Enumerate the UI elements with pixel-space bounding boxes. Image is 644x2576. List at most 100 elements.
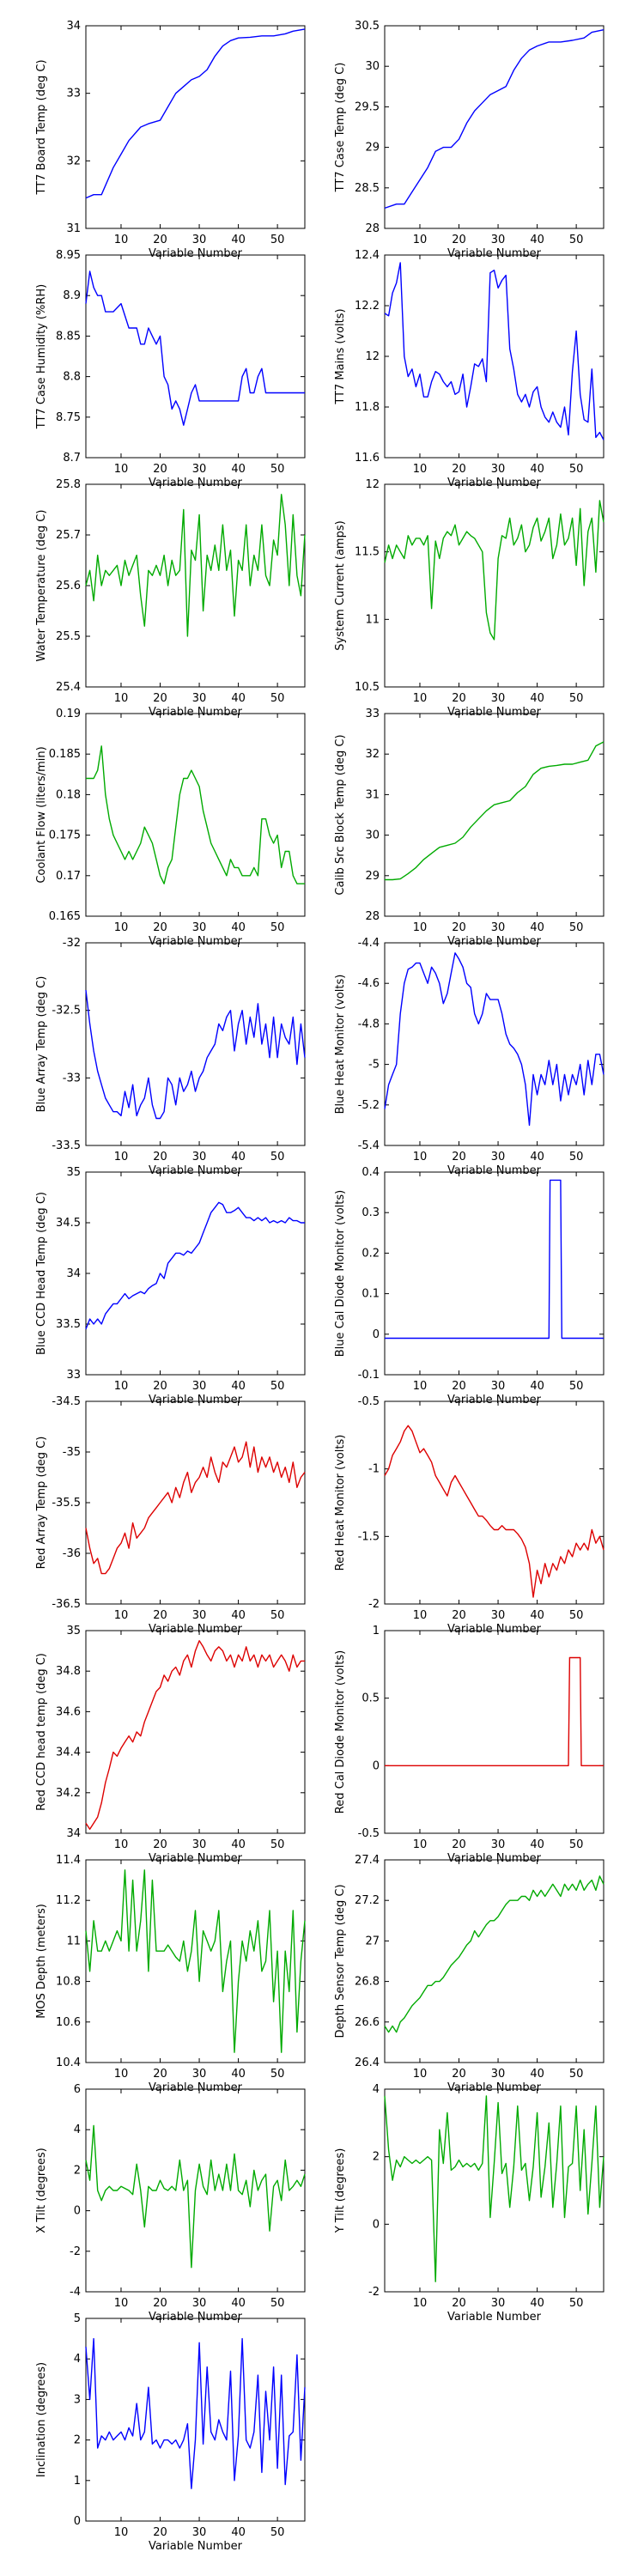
chart-panel-7: 0.165 0.17 0.175 0.18 0.185 0.19 10 20 30 40 50 Var…: [35, 708, 306, 948]
y-tick-label: 0.185: [49, 748, 81, 761]
y-axis-label: Red Cal Diode Monitor (volts): [334, 1650, 347, 1814]
x-tick-label: 40: [231, 2526, 246, 2539]
y-tick-label: 34.8: [56, 1665, 81, 1678]
x-tick-label: 40: [530, 234, 544, 246]
y-tick-label: -5.4: [358, 1139, 380, 1152]
y-tick-label: 1: [373, 1625, 380, 1637]
x-tick-label: 50: [270, 2297, 285, 2310]
y-tick-label: 34.2: [56, 1787, 81, 1800]
x-tick-label: 40: [530, 1151, 544, 1163]
y-tick-label: 25.4: [56, 681, 81, 694]
y-tick-label: 2: [74, 2434, 81, 2447]
x-tick-label: 20: [153, 921, 167, 934]
x-tick-label: 50: [569, 2297, 584, 2310]
x-tick-label: 50: [569, 921, 584, 934]
x-tick-label: 50: [270, 692, 285, 705]
y-tick-label: 1: [74, 2475, 81, 2488]
x-tick-label: 10: [114, 1380, 129, 1393]
x-tick-label: 40: [530, 1838, 544, 1851]
x-tick-label: 40: [231, 921, 246, 934]
y-tick-label: 11.8: [355, 401, 380, 414]
plot-frame: [384, 1630, 605, 1834]
y-tick-label: 30: [365, 829, 380, 842]
x-axis-label: Variable Number: [149, 1623, 243, 1636]
y-tick-label: 31: [66, 222, 81, 235]
y-axis-label: Y Tilt (degrees): [334, 2148, 347, 2234]
x-tick-label: 10: [114, 692, 129, 705]
y-tick-label: 2: [373, 2151, 380, 2164]
x-tick-label: 40: [231, 1838, 246, 1851]
x-tick-label: 30: [491, 921, 506, 934]
x-tick-label: 50: [569, 1151, 584, 1163]
x-tick-label: 50: [270, 1151, 285, 1163]
y-tick-label: 12: [365, 478, 380, 491]
chart-panel-18: 26.4 26.6 26.8 27 27.2 27.4 10 20 30 40 50 Variable…: [334, 1854, 605, 2094]
y-tick-label: 29: [365, 870, 380, 883]
y-tick-label: 25.6: [56, 580, 81, 592]
y-tick-label: -5.2: [358, 1099, 380, 1112]
y-tick-label: -1.5: [358, 1530, 380, 1543]
x-tick-label: 40: [530, 463, 544, 476]
x-tick-label: 10: [413, 2068, 428, 2081]
x-tick-label: 30: [491, 692, 506, 705]
y-tick-label: 28.5: [355, 182, 380, 195]
y-axis-label: X Tilt (degrees): [35, 2148, 48, 2233]
x-tick-label: 40: [231, 1151, 246, 1163]
chart-panel-20: -2 0 2 4 10 20 30 40 50 Variable Number Y Tilt (de…: [334, 2083, 605, 2324]
x-tick-label: 50: [569, 463, 584, 476]
series-line: [85, 2124, 306, 2269]
series-line: [86, 745, 305, 884]
y-tick-label: 12.2: [355, 300, 380, 313]
x-tick-label: 20: [153, 2526, 167, 2539]
x-tick-label: 20: [452, 692, 466, 705]
plot-frame: [85, 1630, 306, 1834]
y-tick-label: 11: [66, 1935, 81, 1947]
x-tick-label: 50: [270, 1380, 285, 1393]
x-tick-label: 30: [491, 1609, 506, 1622]
x-tick-label: 10: [114, 2068, 129, 2081]
x-tick-label: 30: [491, 1151, 506, 1163]
x-tick-label: 40: [530, 2297, 544, 2310]
x-axis-label: Variable Number: [149, 477, 243, 489]
series-line: [384, 2095, 605, 2282]
x-tick-label: 30: [192, 1380, 207, 1393]
y-tick-label: 10.5: [355, 681, 380, 694]
series-line: [85, 1640, 305, 1830]
x-tick-label: 20: [153, 2297, 167, 2310]
y-tick-label: 8.8: [63, 371, 81, 384]
x-tick-label: 30: [491, 2297, 506, 2310]
x-tick-label: 10: [413, 921, 428, 934]
x-tick-label: 50: [270, 2526, 285, 2539]
y-tick-label: 0: [373, 2218, 380, 2231]
series-line: [385, 741, 605, 881]
y-tick-label: -32.5: [52, 1005, 81, 1018]
y-tick-label: 8.75: [56, 411, 81, 424]
y-tick-label: 34.5: [56, 1217, 81, 1230]
x-axis-label: Variable Number: [447, 247, 542, 260]
y-tick-label: -4.8: [358, 1018, 380, 1030]
y-axis-label: Red Heat Monitor (volts): [334, 1435, 347, 1571]
plot-frame: [85, 483, 306, 688]
y-tick-label: 0: [74, 2515, 81, 2528]
x-tick-label: 30: [192, 234, 207, 246]
x-tick-label: 40: [231, 1380, 246, 1393]
x-tick-label: 40: [231, 234, 246, 246]
x-tick-label: 50: [569, 234, 584, 246]
x-tick-label: 20: [452, 1838, 466, 1851]
plot-frame: [384, 1400, 605, 1605]
y-tick-label: 8.7: [63, 452, 81, 465]
y-tick-label: 25.5: [56, 630, 81, 643]
x-tick-label: 10: [413, 1380, 428, 1393]
chart-panel-14: -2 -1.5 -1 -0.5 10 20 30 40 50 Variable Number Red…: [334, 1395, 605, 1636]
x-tick-label: 10: [413, 1838, 428, 1851]
x-tick-label: 20: [452, 463, 466, 476]
y-tick-label: 28: [365, 910, 380, 923]
y-tick-label: 0.2: [361, 1247, 380, 1260]
y-axis-label: Blue Array Temp (deg C): [35, 976, 48, 1113]
y-tick-label: 27: [365, 1935, 380, 1947]
y-tick-label: 0.3: [361, 1206, 380, 1219]
y-tick-label: -35: [63, 1446, 81, 1459]
x-tick-label: 50: [569, 1609, 584, 1622]
series-line: [85, 1201, 305, 1330]
y-axis-label: TT7 Case Humidity (%RH): [35, 284, 48, 429]
